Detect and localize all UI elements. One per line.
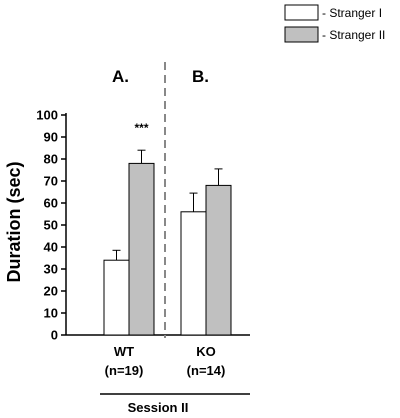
significance-marker: *** <box>134 121 148 135</box>
panel-label-a: A. <box>112 67 129 86</box>
panel-label-b: B. <box>192 67 209 86</box>
y-tick-label-60: 60 <box>44 196 58 211</box>
session-label: Session II <box>128 400 189 415</box>
group-label-ko: KO <box>196 344 216 359</box>
bar-ko-stranger-2 <box>205 184 232 336</box>
y-ticks: 0 10 20 30 40 50 60 70 80 90 100 <box>36 108 66 343</box>
y-tick-label-0: 0 <box>51 328 58 343</box>
bars <box>103 149 232 336</box>
legend-swatch-stranger-1 <box>284 4 319 21</box>
y-tick-label-30: 30 <box>44 262 58 277</box>
y-tick-label-10: 10 <box>44 306 58 321</box>
y-tick-label-40: 40 <box>44 240 58 255</box>
bar-wt-stranger-2 <box>128 162 155 336</box>
y-tick-label-20: 20 <box>44 284 58 299</box>
y-tick-label-90: 90 <box>44 130 58 145</box>
bar-wt-stranger-1 <box>103 259 130 336</box>
y-tick-label-80: 80 <box>44 152 58 167</box>
bar-ko-stranger-1 <box>180 211 207 336</box>
y-tick-label-100: 100 <box>36 108 58 123</box>
legend-label-stranger-2: - Stranger II <box>322 28 385 42</box>
legend-swatch-stranger-2 <box>284 26 319 43</box>
y-tick-label-70: 70 <box>44 174 58 189</box>
y-tick-label-50: 50 <box>44 218 58 233</box>
group-n-ko: (n=14) <box>187 363 226 378</box>
group-n-wt: (n=19) <box>105 363 144 378</box>
y-axis-label: Duration (sec) <box>4 161 24 282</box>
legend: - Stranger I - Stranger II <box>284 4 385 43</box>
group-label-wt: WT <box>114 344 134 359</box>
legend-label-stranger-1: - Stranger I <box>322 6 382 20</box>
